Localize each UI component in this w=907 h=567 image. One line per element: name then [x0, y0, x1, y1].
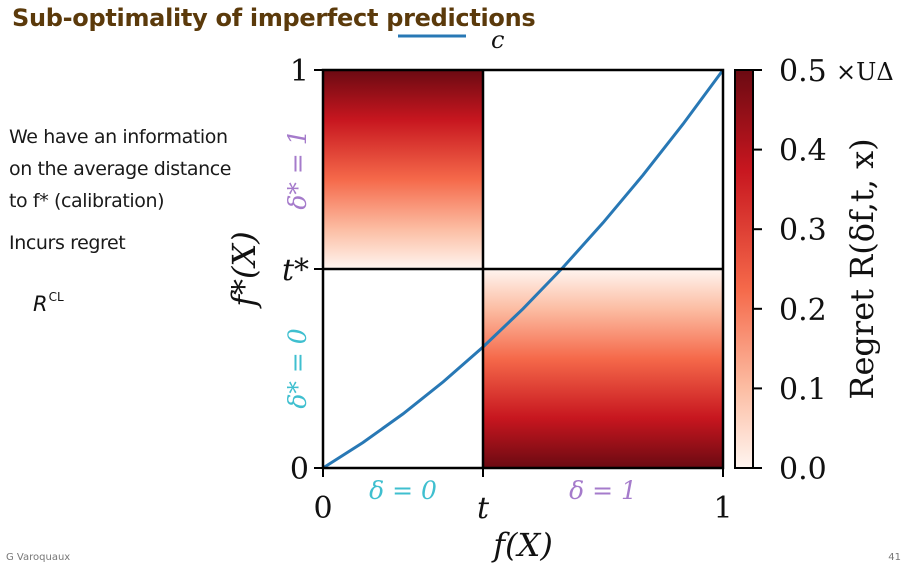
bullet-calibration: We have an information on the average di… — [9, 126, 232, 212]
colorbar — [734, 69, 754, 469]
colorbar-ticks: 0.0 0.1 0.2 0.3 0.4 0.5 — [753, 54, 827, 487]
legend-label: c — [491, 26, 504, 54]
delta-x1-label: δ = 1 — [569, 476, 637, 505]
colorbar-tick-label: 0.4 — [779, 134, 827, 169]
bullet-regret: Incurs regret — [9, 232, 126, 254]
calibration-curve — [322, 69, 725, 470]
colorbar-tick-label: 0.1 — [779, 372, 827, 407]
colorbar-label: Regret R(δf,t, x) — [843, 138, 881, 399]
regret-region-top — [323, 70, 483, 269]
y-tick-label: t* — [282, 253, 309, 288]
x-tick-label: 1 — [713, 491, 732, 526]
y-ticks: 0 t* 1 — [282, 54, 323, 487]
x-axis-label: f(X) — [491, 526, 553, 564]
delta-y0-label: δ* = 0 — [283, 328, 312, 408]
footer-page-number: 41 — [888, 552, 901, 563]
colorbar-tick-label: 0.2 — [779, 293, 827, 328]
regret-symbol-base: R — [33, 292, 48, 316]
colorbar-multiplier: ×UΔ — [836, 58, 894, 86]
side-text: We have an information on the average di… — [9, 121, 239, 259]
y-tick-label: 0 — [290, 452, 309, 487]
regret-symbol-superscript: CL — [48, 290, 64, 304]
slide-title: Sub-optimality of imperfect predictions — [12, 4, 536, 32]
delta-x0-label: δ = 0 — [369, 476, 437, 505]
colorbar-tick-label: 0.0 — [779, 452, 827, 487]
delta-y1-label: δ* = 1 — [283, 129, 312, 209]
y-axis-label: f*(X) — [225, 231, 263, 309]
x-tick-label: 0 — [313, 491, 332, 526]
footer-author: G Varoquaux — [6, 552, 71, 563]
colorbar-tick-label: 0.3 — [779, 213, 827, 248]
y-tick-label: 1 — [290, 54, 309, 89]
x-tick-label: t — [477, 491, 490, 526]
colorbar-tick-label: 0.5 — [779, 54, 827, 89]
regret-symbol: RCL — [33, 290, 64, 316]
x-ticks: 0 t 1 — [313, 468, 733, 526]
regret-region-bottom — [483, 269, 723, 468]
